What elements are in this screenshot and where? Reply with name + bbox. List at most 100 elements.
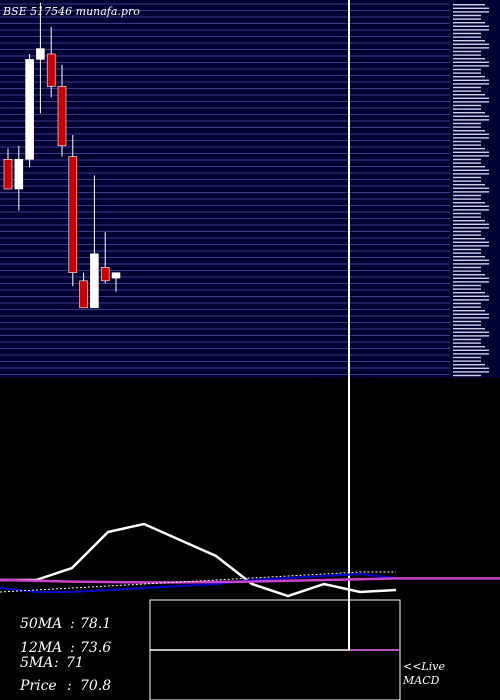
- scale-tick: [453, 346, 485, 348]
- stat-sep-12ma: :: [70, 640, 75, 656]
- scale-tick: [453, 320, 481, 323]
- scale-tick: [453, 191, 489, 193]
- scale-tick: [453, 155, 489, 157]
- scale-tick: [453, 241, 489, 243]
- scale-tick: [453, 281, 489, 283]
- scale-tick: [453, 65, 489, 67]
- scale-tick: [453, 259, 489, 261]
- scale-tick: [453, 140, 481, 143]
- scale-tick: [453, 245, 489, 247]
- stat-value-price: 70.8: [80, 678, 111, 694]
- stat-label-price: Price: [19, 678, 57, 694]
- scale-tick: [453, 32, 481, 35]
- scale-tick: [453, 198, 481, 200]
- scale-tick: [453, 40, 485, 42]
- scale-tick: [453, 274, 485, 276]
- scale-tick: [453, 137, 489, 139]
- scale-tick: [453, 335, 489, 337]
- price-grid: [0, 3, 450, 375]
- scale-tick: [453, 234, 481, 236]
- scale-tick: [453, 306, 481, 308]
- scale-tick: [453, 270, 481, 272]
- candle-body: [57, 86, 67, 147]
- scale-tick: [453, 216, 481, 218]
- stat-sep-5ma: :: [54, 655, 59, 671]
- scale-tick: [453, 328, 485, 330]
- scale-tick: [453, 166, 485, 168]
- scale-tick: [453, 256, 485, 258]
- stat-label-5ma: 5MA: [20, 655, 53, 671]
- scale-tick: [453, 364, 485, 366]
- ma-line: [0, 577, 397, 584]
- scale-tick: [453, 50, 481, 53]
- scale-tick: [453, 130, 485, 132]
- stat-row-price: Price : 70.8: [19, 678, 111, 694]
- scale-tick: [453, 144, 481, 146]
- stat-value-5ma: 71: [66, 655, 84, 671]
- scale-tick: [453, 356, 481, 359]
- stat-value-12ma: 73.6: [80, 640, 111, 656]
- scale-tick: [453, 338, 481, 341]
- scale-tick: [453, 76, 485, 78]
- candle-body: [100, 266, 110, 282]
- scale-tick: [453, 79, 489, 81]
- scale-tick: [453, 43, 489, 45]
- scale-tick: [453, 184, 485, 186]
- scale-tick: [453, 187, 489, 189]
- scale-tick: [453, 371, 489, 373]
- scale-tick: [453, 4, 485, 6]
- scale-tick: [453, 29, 489, 31]
- candle-body: [79, 280, 88, 309]
- scale-tick: [453, 54, 481, 56]
- stat-sep-50ma: :: [70, 616, 75, 632]
- scale-tick: [453, 252, 481, 254]
- scale-tick: [453, 349, 489, 351]
- scale-tick: [453, 212, 481, 215]
- scale-tick: [453, 158, 481, 161]
- scale-tick: [453, 205, 489, 207]
- scale-tick: [453, 176, 481, 179]
- scale-tick: [453, 194, 481, 197]
- candles-group: [3, 2, 121, 309]
- scale-tick: [453, 108, 481, 110]
- stat-row-12ma: 12MA : 73.6: [20, 640, 111, 656]
- scale-tick: [453, 162, 481, 164]
- candle-body: [14, 159, 24, 190]
- scale-tick: [453, 230, 481, 233]
- scale-tick: [453, 209, 489, 211]
- macd-line: [0, 522, 397, 598]
- scale-tick: [453, 266, 481, 269]
- scale-tick: [453, 11, 489, 13]
- scale-tick: [453, 90, 481, 92]
- scale-tick: [453, 342, 481, 344]
- scale-tick: [453, 104, 481, 107]
- scale-tick: [453, 119, 489, 121]
- price-scale: [453, 4, 489, 377]
- signal-line: [0, 572, 397, 593]
- scale-tick: [453, 173, 489, 175]
- ma-macd-lines: [0, 522, 500, 598]
- scale-tick: [453, 61, 489, 63]
- scale-tick: [453, 288, 481, 290]
- stat-value-50ma: 78.1: [80, 616, 111, 632]
- scale-tick: [453, 148, 485, 150]
- scale-tick: [453, 295, 489, 297]
- scale-tick: [453, 22, 485, 24]
- scale-tick: [453, 112, 485, 114]
- candle-body: [25, 59, 34, 160]
- candle-body: [3, 159, 13, 190]
- scale-tick: [453, 360, 481, 362]
- stat-row-5ma: 5MA : 71: [20, 655, 84, 671]
- scale-tick: [453, 36, 481, 38]
- scale-tick: [453, 101, 489, 103]
- scale-tick: [453, 223, 489, 225]
- scale-tick: [453, 277, 489, 279]
- candle-body: [36, 48, 45, 60]
- macd-label: MACD: [402, 674, 440, 687]
- candle-body: [111, 272, 121, 279]
- scale-tick: [453, 331, 489, 333]
- scale-tick: [453, 299, 489, 301]
- scale-tick: [453, 263, 489, 265]
